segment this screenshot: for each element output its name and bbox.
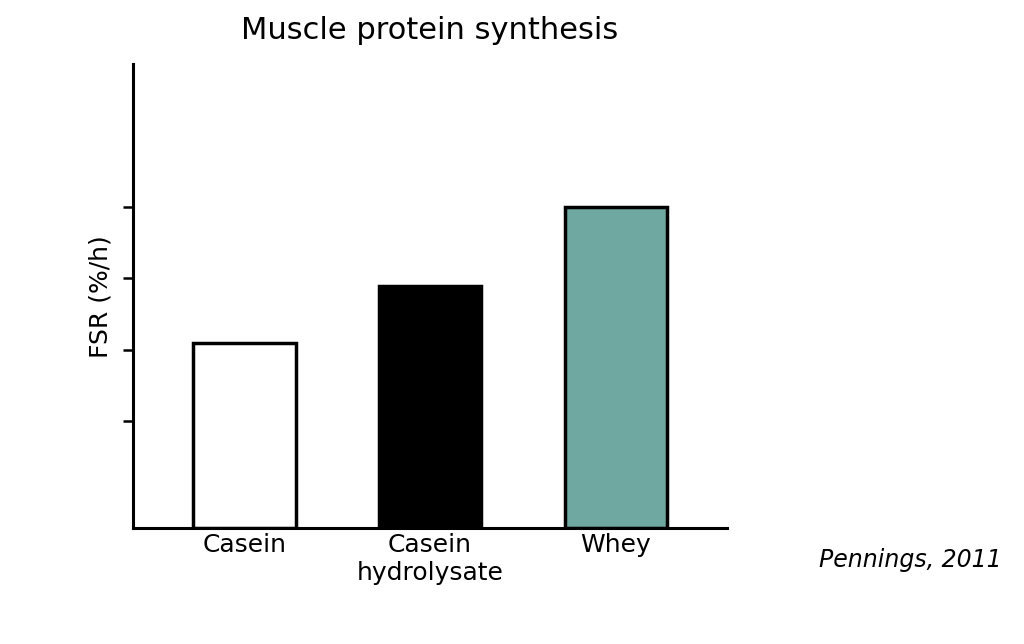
Text: Pennings, 2011: Pennings, 2011 bbox=[819, 548, 1001, 573]
Bar bbox=[379, 285, 481, 528]
Y-axis label: FSR (%/h): FSR (%/h) bbox=[89, 235, 113, 357]
Title: Muscle protein synthesis: Muscle protein synthesis bbox=[242, 16, 618, 45]
Bar bbox=[564, 207, 667, 528]
Bar bbox=[194, 343, 296, 528]
